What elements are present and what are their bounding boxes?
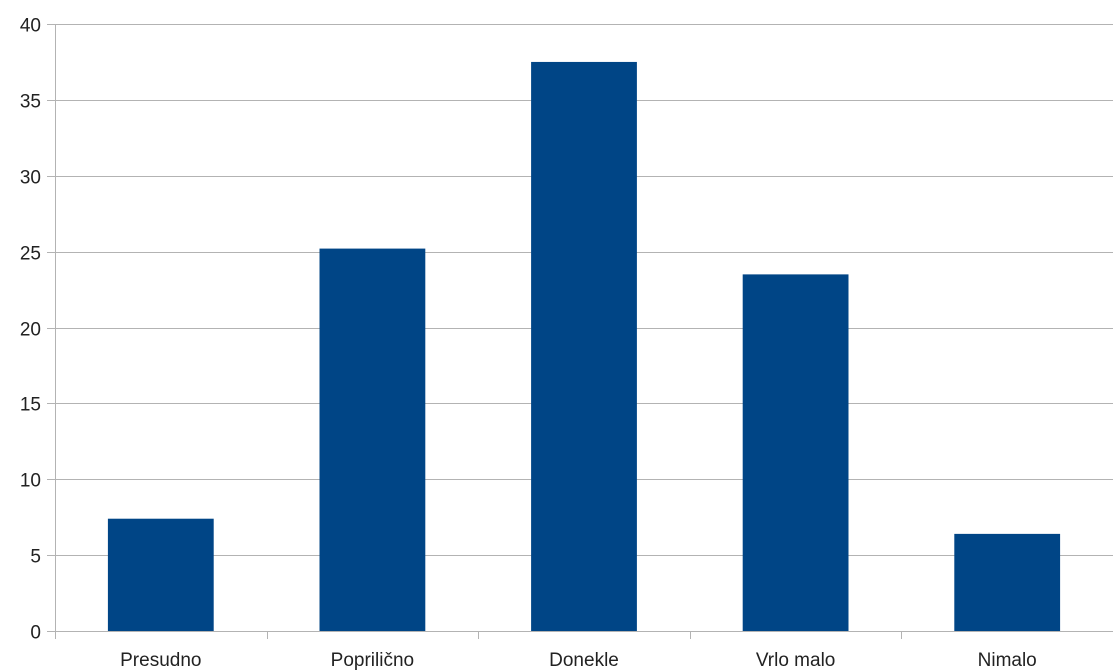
x-tick-label: Vrlo malo (756, 650, 836, 670)
bar-nimalo (954, 533, 1061, 631)
axes (47, 24, 1113, 639)
y-tick-label: 0 (30, 623, 41, 644)
bar-vrlo-malo (742, 274, 849, 631)
x-tick-label: Donekle (549, 650, 619, 670)
x-tick-labels: Presudno Poprilično Donekle Vrlo malo Nimalo (120, 650, 1037, 670)
y-tick-label: 20 (20, 320, 41, 341)
y-tick-label: 30 (20, 168, 41, 189)
y-tick-label: 5 (30, 547, 41, 568)
y-tick-labels: 0 5 10 15 20 25 30 35 40 (20, 16, 41, 644)
y-tick-label: 10 (20, 471, 41, 492)
bar-donekle (531, 61, 637, 631)
bar-presudno (107, 518, 214, 631)
x-tick-label: Poprilično (331, 650, 414, 670)
x-tick-label: Presudno (120, 650, 201, 670)
y-tick-label: 35 (20, 92, 41, 113)
bars (107, 61, 1061, 631)
y-tick-label: 40 (20, 16, 41, 37)
bar-poprili-no (319, 248, 426, 631)
y-tick-label: 25 (20, 244, 41, 265)
x-tick-label: Nimalo (978, 650, 1037, 670)
y-tick-label: 15 (20, 395, 41, 416)
